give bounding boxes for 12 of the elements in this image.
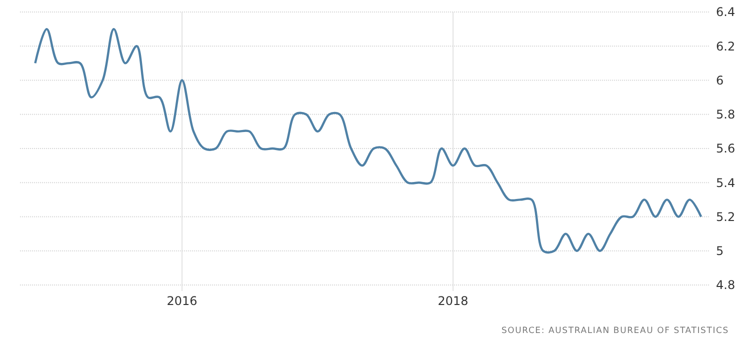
y-tick-label: 5.8: [716, 108, 736, 122]
y-tick-label: 5.6: [716, 142, 736, 156]
source-note: SOURCE: AUSTRALIAN BUREAU OF STATISTICS: [501, 326, 729, 336]
y-tick-label: 6: [716, 73, 724, 88]
x-tick-label: 2016: [166, 294, 198, 308]
y-tick-label: 5.2: [716, 210, 736, 224]
y-tick-label: 4.8: [716, 278, 736, 292]
y-tick-label: 6.2: [716, 39, 736, 54]
y-tick-label: 6.4: [716, 5, 736, 20]
y-tick-label: 5.4: [716, 176, 736, 190]
x-tick-label: 2018: [438, 294, 468, 308]
y-tick-label: 5: [716, 244, 724, 258]
